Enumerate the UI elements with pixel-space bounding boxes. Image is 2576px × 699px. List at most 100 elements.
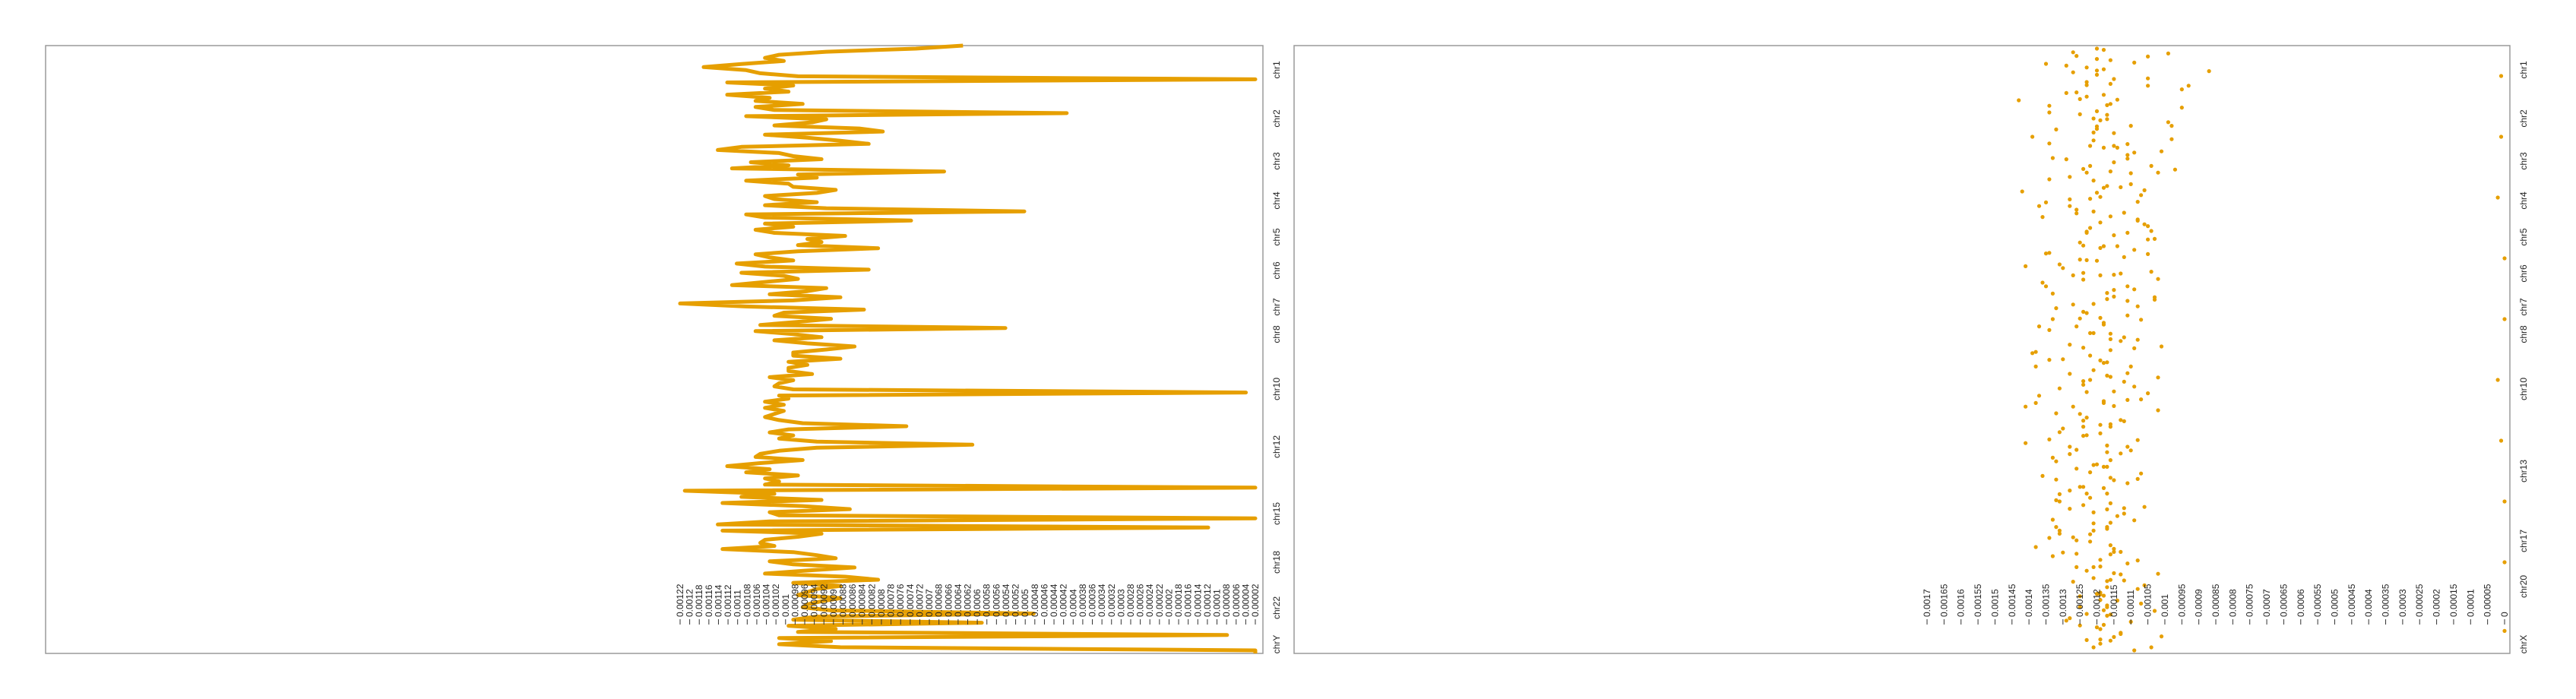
right-chromosome-label: chr8 <box>2518 325 2529 343</box>
left-tick-label: 0.00122 <box>675 584 685 617</box>
right-tick-label: 0.0014 <box>2024 589 2034 617</box>
left-tick-label: 0.0006 <box>972 589 983 617</box>
left-tick-label: 0.00082 <box>866 584 877 617</box>
scatter-point <box>2064 618 2068 623</box>
scatter-point <box>2078 316 2082 321</box>
scatter-point <box>2088 532 2093 536</box>
scatter-point <box>2128 448 2133 453</box>
scatter-point <box>2036 204 2042 208</box>
left-chromosome-label: chr2 <box>1271 109 1282 128</box>
scatter-point <box>2108 348 2112 353</box>
scatter-point <box>2132 60 2137 65</box>
left-tick-label: 0.00112 <box>723 584 733 617</box>
scatter-point <box>2074 538 2079 542</box>
scatter-point <box>2054 498 2059 503</box>
scatter-point <box>2156 277 2160 281</box>
right-tick-label: 0.00045 <box>2347 584 2357 617</box>
scatter-point <box>2088 539 2093 544</box>
scatter-point <box>2108 169 2112 174</box>
scatter-point <box>2084 637 2089 643</box>
scatter-point <box>2125 481 2130 486</box>
scatter-point <box>2047 327 2052 332</box>
left-tick-label: 0.00018 <box>1173 584 1184 617</box>
scatter-point <box>2159 344 2164 349</box>
scatter-point <box>2088 378 2093 382</box>
scatter-point <box>2078 623 2082 628</box>
left-tick-label: 0.00006 <box>1231 584 1242 617</box>
scatter-point <box>2043 200 2049 204</box>
scatter-point <box>2105 297 2109 302</box>
left-tick-label: 0.00076 <box>895 584 906 617</box>
scatter-point <box>2132 518 2137 523</box>
scatter-point <box>2068 452 2072 457</box>
scatter-point <box>2094 124 2100 128</box>
scatter-point <box>2125 313 2130 318</box>
left-chromosome-label: chr8 <box>1271 325 1282 343</box>
right-tick-label: 0.00125 <box>2074 584 2085 617</box>
left-chromosome-label: chr10 <box>1271 378 1282 400</box>
scatter-point <box>2068 175 2072 179</box>
scatter-point <box>2112 403 2116 409</box>
scatter-point <box>2020 189 2024 194</box>
right-chromosome-labels: chr1 chr2 chr3 chr4 chr5 chr6 chr7 chr8 chr10 chr… <box>2518 61 2529 653</box>
scatter-point <box>2081 346 2086 350</box>
scatter-point <box>2081 434 2086 438</box>
scatter-point <box>2054 306 2059 311</box>
left-tick-label: 0.00032 <box>1106 584 1117 617</box>
scatter-point <box>2125 157 2130 161</box>
left-tick-label: 0.00026 <box>1135 584 1146 617</box>
scatter-point <box>2081 425 2086 429</box>
scatter-point <box>2146 54 2150 59</box>
scatter-point <box>2108 375 2112 379</box>
scatter-point <box>2081 419 2086 423</box>
left-tick-label: 0.00016 <box>1183 584 1194 617</box>
left-tick-label: 0.00098 <box>790 584 800 617</box>
left-tick-label: 0.00056 <box>991 584 1002 617</box>
scatter-point <box>2091 130 2096 134</box>
scatter-point <box>2115 514 2119 518</box>
scatter-point <box>2084 612 2089 616</box>
left-chromosome-label: chr22 <box>1271 596 1282 619</box>
scatter-point <box>2040 473 2045 479</box>
scatter-point <box>2094 191 2100 195</box>
right-tick-label: 0.00095 <box>2176 584 2187 617</box>
scatter-point <box>2135 438 2140 442</box>
scatter-point <box>2135 558 2140 563</box>
scatter-point <box>2105 291 2109 296</box>
scatter-point <box>2128 171 2133 176</box>
scatter-point <box>2105 184 2109 188</box>
scatter-point <box>2108 81 2112 86</box>
scatter-point <box>2061 266 2065 270</box>
scatter-point <box>2495 378 2500 382</box>
scatter-point <box>2108 577 2112 582</box>
scatter-point <box>2105 527 2109 531</box>
scatter-point <box>2149 163 2154 168</box>
scatter-point <box>2091 331 2096 335</box>
scatter-point <box>2128 124 2133 128</box>
scatter-point <box>2119 339 2123 343</box>
right-tick-label: 0.0001 <box>2465 589 2476 617</box>
scatter-point <box>2105 464 2109 470</box>
scatter-point <box>2128 364 2133 368</box>
scatter-point <box>2156 170 2160 175</box>
left-tick-label: 0.00106 <box>752 584 762 617</box>
scatter-point <box>2112 478 2116 482</box>
scatter-point <box>2105 360 2109 365</box>
left-tick-label: 0.0001 <box>1212 589 1223 617</box>
scatter-point <box>2112 160 2116 165</box>
left-chromosome-label: chr4 <box>1271 191 1282 210</box>
right-tick-label: 0.0017 <box>1922 589 1932 617</box>
right-tick-label: 0.0012 <box>2092 589 2103 617</box>
scatter-point <box>2159 634 2164 639</box>
scatter-point <box>2078 594 2082 599</box>
scatter-point <box>2112 389 2116 394</box>
scatter-point <box>2057 531 2062 536</box>
scatter-point <box>2098 273 2103 277</box>
left-tick-label: 0.0007 <box>924 589 935 617</box>
scatter-point <box>2101 93 2106 97</box>
scatter-point <box>2088 144 2093 148</box>
scatter-point <box>2091 368 2096 372</box>
scatter-point <box>2047 358 2052 362</box>
scatter-point <box>2119 271 2123 276</box>
scatter-point <box>2078 112 2082 116</box>
